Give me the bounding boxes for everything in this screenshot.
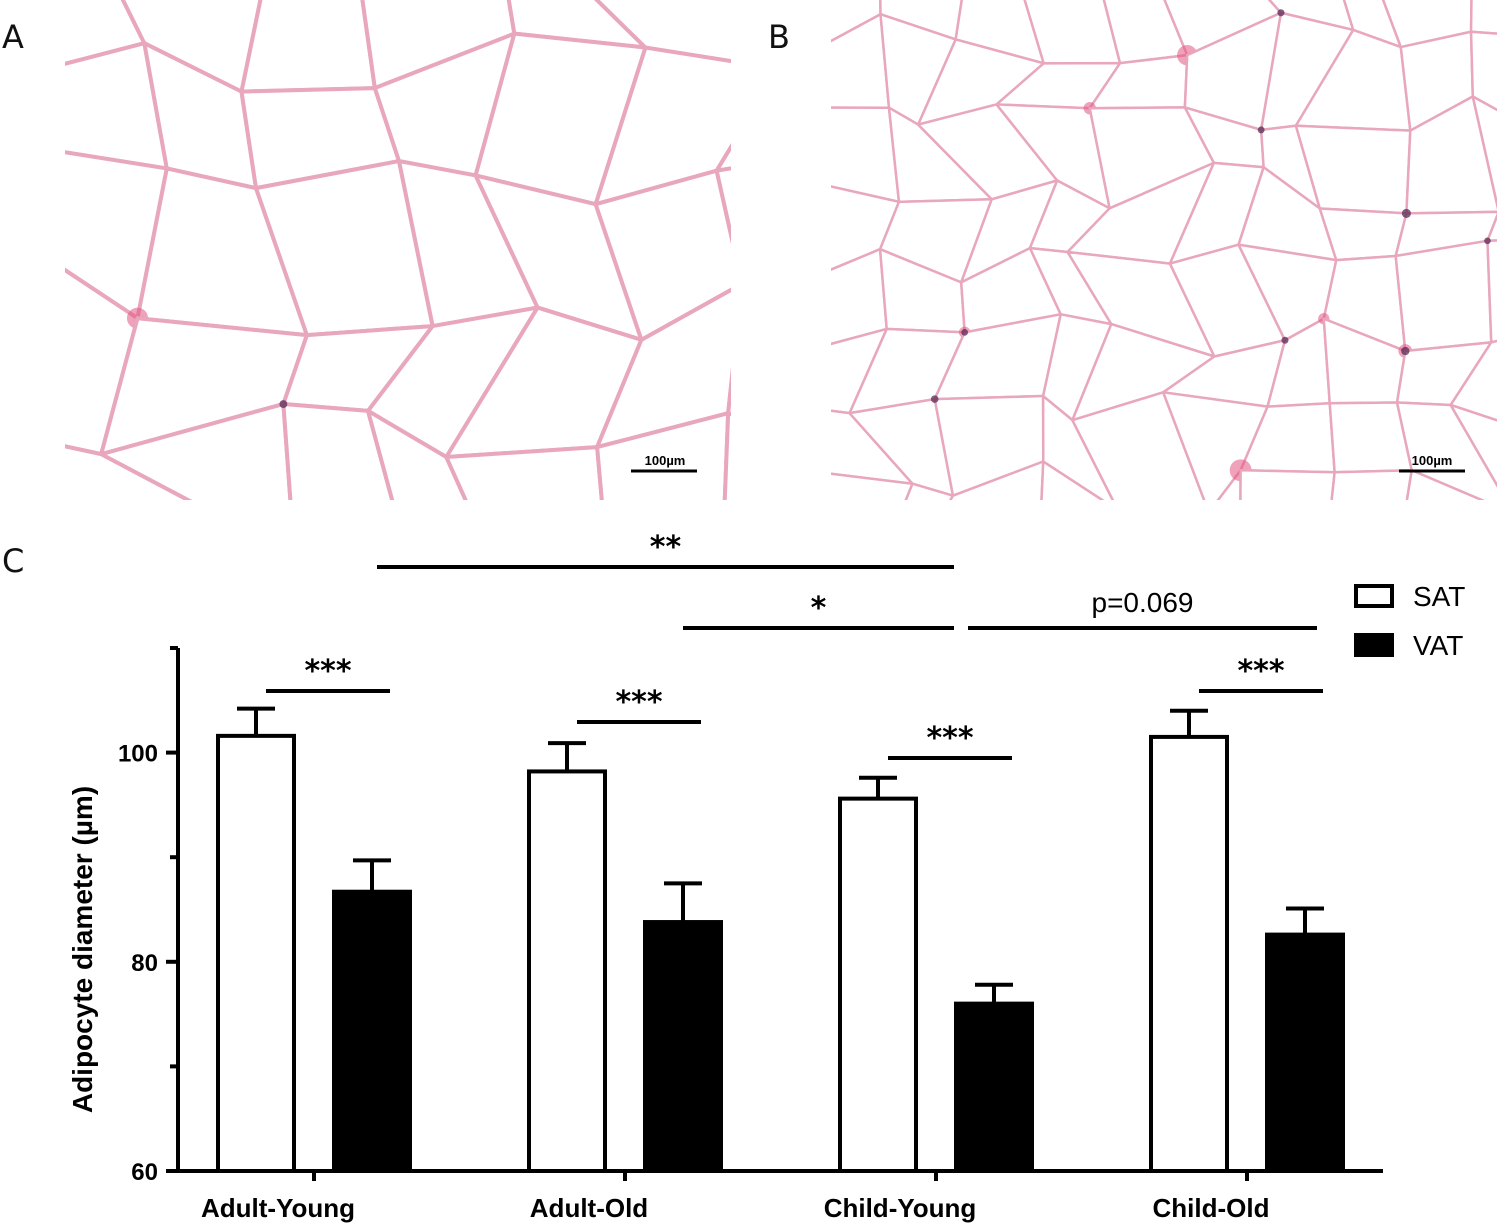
adipocyte-cell — [593, 168, 731, 342]
micrograph-a-image — [65, 0, 731, 500]
adipocyte-cell — [714, 166, 731, 244]
legend-swatch-sat — [1354, 584, 1394, 608]
panel-b-letter: B — [768, 18, 790, 56]
chart-annotations: *************** p=0.069 — [266, 530, 1323, 760]
x-tick-label: Adult-Young — [201, 1193, 355, 1223]
adipocyte-cell — [1486, 239, 1497, 344]
bar-sat-2 — [838, 796, 918, 1174]
adipocyte-cell — [1041, 394, 1115, 500]
adipocyte-cell — [1449, 403, 1497, 488]
adipocyte-cell — [1405, 95, 1497, 215]
nucleus — [1281, 336, 1289, 344]
x-tick-label: Child-Old — [1153, 1193, 1270, 1223]
adipocyte-cell — [1486, 212, 1497, 243]
adipocyte-cell — [444, 445, 604, 500]
nucleus — [1257, 126, 1265, 134]
adipocyte-cell — [99, 402, 293, 500]
micrograph-a: 100µm — [65, 0, 731, 500]
chart-bars — [216, 706, 1345, 1174]
scalebar-b-label: 100µm — [1412, 453, 1453, 468]
nucleus — [1277, 9, 1285, 17]
bar-sat-0 — [216, 733, 296, 1173]
x-tick-label: Adult-Old — [530, 1193, 648, 1223]
panel-c-letter: C — [2, 542, 25, 580]
scalebar-a-label: 100µm — [645, 453, 686, 468]
adipocyte-cell — [1239, 469, 1336, 500]
adipocyte-cell — [1216, 469, 1242, 500]
y-axis-label: Adipocyte diameter (µm) — [67, 786, 98, 1113]
adipocyte-cell — [714, 143, 731, 173]
scalebar-a: 100µm — [631, 453, 697, 473]
micrograph-b-image — [831, 0, 1497, 500]
y-tick-label: 60 — [131, 1159, 158, 1186]
bar-sat-1 — [527, 769, 607, 1173]
nucleus — [930, 395, 939, 403]
bar-vat-3 — [1265, 932, 1345, 1173]
x-tick-label: Child-Young — [824, 1193, 977, 1223]
adipocyte-cell — [904, 482, 955, 500]
adipocyte-cell — [722, 411, 731, 500]
adipocyte-cell — [1449, 339, 1497, 422]
adipocyte-cell — [1395, 401, 1497, 500]
significance-label: *** — [926, 721, 973, 756]
nucleus — [279, 400, 288, 408]
bar-vat-1 — [643, 920, 723, 1173]
bar-vat-0 — [332, 889, 412, 1174]
adipocyte-cell — [1071, 391, 1206, 500]
legend-swatch-vat — [1354, 633, 1394, 657]
micrograph-b: 100µm — [831, 0, 1497, 500]
legend-label-sat: SAT — [1413, 581, 1465, 612]
adipocyte-cell — [281, 402, 395, 500]
nucleus — [1484, 237, 1491, 245]
adipocyte-cell — [65, 444, 193, 500]
adipocyte-cell — [949, 460, 1045, 500]
legend-label-vat: VAT — [1413, 630, 1463, 661]
adipocyte-cell — [1471, 95, 1497, 210]
nucleus — [1401, 208, 1411, 218]
nucleus — [1401, 346, 1410, 356]
significance-label: ** — [650, 530, 682, 565]
significance-label: * — [811, 591, 827, 626]
adipocyte-cell — [1405, 468, 1485, 500]
y-tick-label: 100 — [118, 741, 158, 768]
chart-axes: 60 80 100 Adipocyte diameter (µm) Adult-Youn… — [67, 646, 1383, 1223]
bar-vat-2 — [954, 1001, 1034, 1174]
panel-a-letter: A — [2, 18, 24, 56]
adipocyte-cell — [831, 472, 914, 500]
significance-label: *** — [304, 654, 351, 689]
adipocyte-cell — [366, 408, 468, 500]
adipocyte-cell — [1330, 468, 1413, 500]
significance-label: *** — [615, 685, 662, 720]
nucleus — [961, 328, 969, 336]
adipocyte-cell — [594, 0, 731, 64]
chart-legend: SAT VAT — [1354, 581, 1465, 661]
adipocyte-cell — [1469, 0, 1497, 35]
scalebar-b: 100µm — [1399, 453, 1465, 473]
adipocyte-cell — [1040, 460, 1105, 500]
significance-label: p=0.069 — [1092, 587, 1194, 618]
y-tick-label: 80 — [131, 950, 158, 977]
adipocyte-cell — [726, 367, 731, 417]
bar-sat-3 — [1149, 734, 1229, 1173]
adipocyte-cell — [595, 411, 731, 500]
significance-label: *** — [1237, 654, 1284, 689]
adipocyte-cell — [1469, 30, 1497, 112]
